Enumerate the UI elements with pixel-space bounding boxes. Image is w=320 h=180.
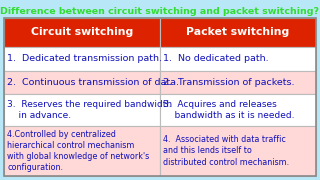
Text: Circuit switching: Circuit switching bbox=[31, 28, 133, 37]
Bar bbox=[4, 126, 160, 176]
Bar bbox=[160, 47, 316, 71]
Bar bbox=[4, 71, 160, 94]
Text: 4.Controlled by centralized
hierarchical control mechanism
with global knowledge: 4.Controlled by centralized hierarchical… bbox=[7, 130, 149, 172]
Text: Packet switching: Packet switching bbox=[186, 28, 290, 37]
Text: 1.  No dedicated path.: 1. No dedicated path. bbox=[163, 54, 268, 63]
Text: 1.  Dedicated transmission path.: 1. Dedicated transmission path. bbox=[7, 54, 162, 63]
Text: Difference between circuit switching and packet switching?: Difference between circuit switching and… bbox=[1, 7, 319, 16]
Text: 3.  Reserves the required bandwidth
    in advance.: 3. Reserves the required bandwidth in ad… bbox=[7, 100, 172, 120]
Bar bbox=[160, 126, 316, 176]
Bar bbox=[160, 18, 316, 47]
Bar bbox=[4, 18, 316, 176]
Bar bbox=[4, 94, 160, 126]
Text: 2.  Transmission of packets.: 2. Transmission of packets. bbox=[163, 78, 294, 87]
Bar bbox=[4, 47, 160, 71]
Bar bbox=[4, 18, 160, 47]
Text: 4.  Associated with data traffic
and this lends itself to
distributed control me: 4. Associated with data traffic and this… bbox=[163, 135, 289, 167]
Bar bbox=[160, 94, 316, 126]
Bar bbox=[160, 71, 316, 94]
Text: 2.  Continuous transmission of data.: 2. Continuous transmission of data. bbox=[7, 78, 179, 87]
Text: 3.  Acquires and releases
    bandwidth as it is needed.: 3. Acquires and releases bandwidth as it… bbox=[163, 100, 294, 120]
